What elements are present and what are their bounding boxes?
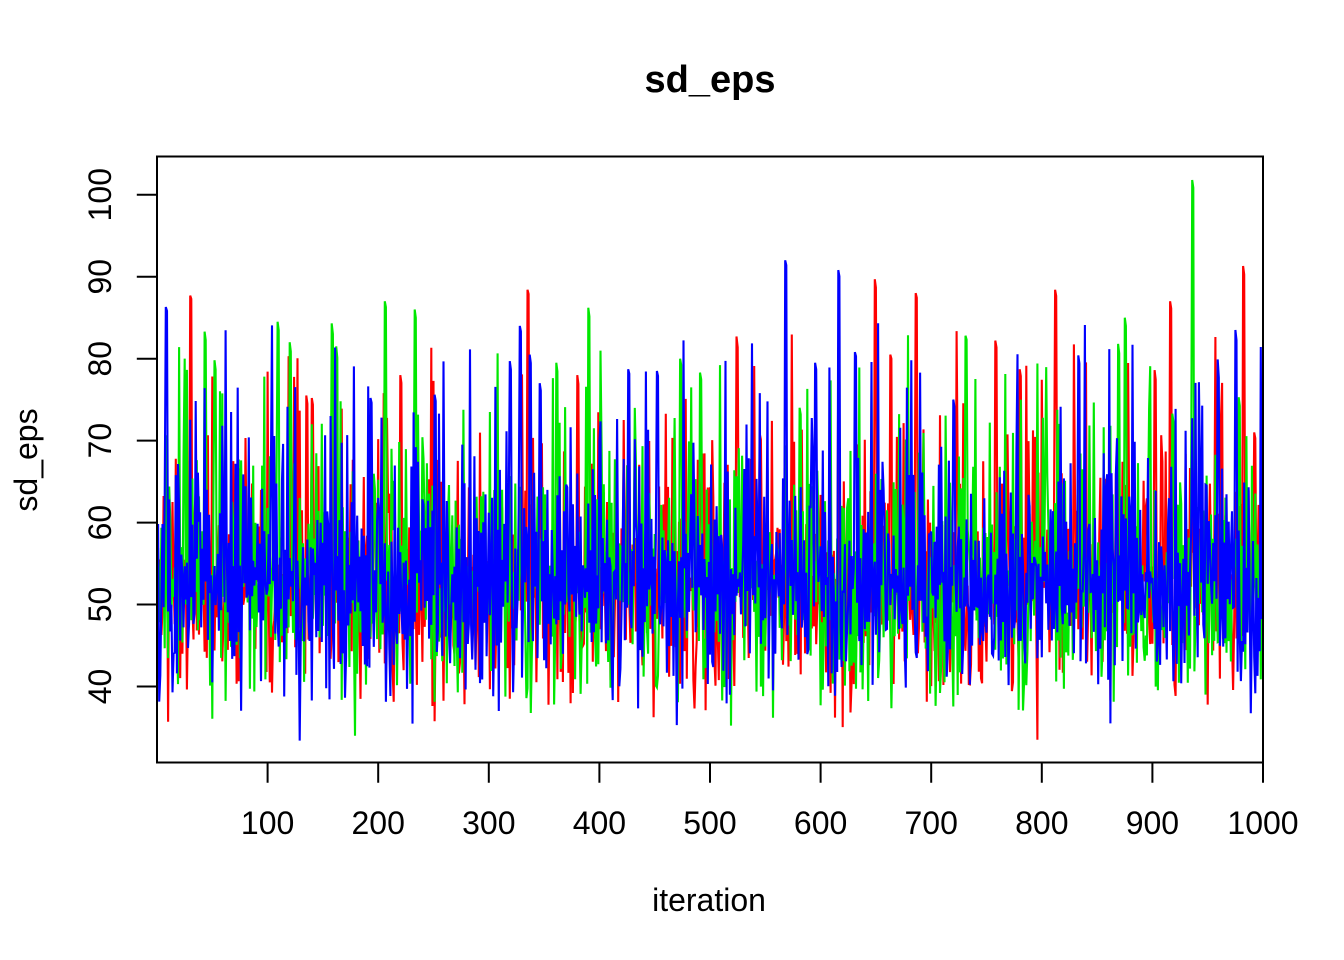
svg-text:900: 900: [1126, 805, 1179, 841]
svg-text:300: 300: [462, 805, 515, 841]
svg-text:40: 40: [82, 669, 118, 705]
svg-text:800: 800: [1015, 805, 1068, 841]
svg-text:sd_eps: sd_eps: [645, 59, 776, 101]
svg-text:60: 60: [82, 505, 118, 541]
svg-text:80: 80: [82, 341, 118, 377]
svg-text:90: 90: [82, 259, 118, 295]
svg-text:iteration: iteration: [652, 882, 766, 918]
svg-text:70: 70: [82, 423, 118, 459]
svg-text:600: 600: [794, 805, 847, 841]
svg-text:400: 400: [573, 805, 626, 841]
svg-text:1000: 1000: [1227, 805, 1298, 841]
svg-text:500: 500: [683, 805, 736, 841]
svg-text:100: 100: [82, 168, 118, 221]
svg-text:700: 700: [905, 805, 958, 841]
svg-text:sd_eps: sd_eps: [8, 408, 44, 511]
svg-text:50: 50: [82, 587, 118, 623]
svg-text:100: 100: [241, 805, 294, 841]
svg-text:200: 200: [352, 805, 405, 841]
